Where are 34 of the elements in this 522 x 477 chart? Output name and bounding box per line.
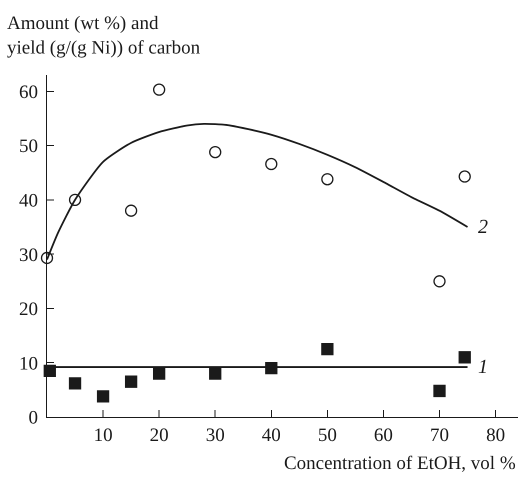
y-axis-title: Amount (wt %) and yield (g/(g Ni)) of carbon bbox=[7, 13, 201, 59]
point bbox=[68, 377, 82, 390]
y-tick-label: 10 bbox=[19, 353, 38, 374]
point bbox=[209, 367, 222, 380]
x-tick-label: 30 bbox=[206, 424, 225, 446]
series-label: 2 bbox=[478, 216, 488, 238]
point bbox=[458, 170, 471, 183]
x-tick-label: 40 bbox=[262, 424, 281, 446]
point bbox=[433, 384, 446, 398]
point bbox=[458, 351, 471, 364]
y-tick-label: 50 bbox=[19, 136, 38, 158]
series-label: 1 bbox=[478, 356, 488, 378]
x-tick-label: 10 bbox=[94, 424, 113, 446]
point bbox=[152, 367, 166, 380]
y-tick-label: 0 bbox=[28, 408, 38, 429]
point bbox=[124, 376, 138, 388]
point bbox=[152, 84, 166, 96]
y-tick-label: 20 bbox=[19, 299, 38, 320]
point bbox=[321, 173, 334, 186]
y-tick-label: 60 bbox=[19, 82, 38, 103]
point bbox=[433, 275, 446, 288]
x-tick-label: 50 bbox=[318, 424, 337, 446]
point bbox=[96, 390, 110, 403]
point bbox=[321, 342, 334, 356]
x-tick-label: 60 bbox=[374, 424, 393, 446]
y-tick-label: 30 bbox=[19, 244, 38, 266]
y-tick-label: 40 bbox=[19, 190, 38, 212]
x-tick-label: 70 bbox=[430, 424, 449, 446]
point bbox=[265, 158, 278, 170]
point bbox=[124, 204, 138, 217]
x-tick-label: 80 bbox=[486, 424, 506, 446]
x-axis-title: Concentration of EtOH, vol % bbox=[284, 453, 516, 474]
point bbox=[209, 146, 222, 158]
x-tick-label: 20 bbox=[150, 424, 169, 446]
